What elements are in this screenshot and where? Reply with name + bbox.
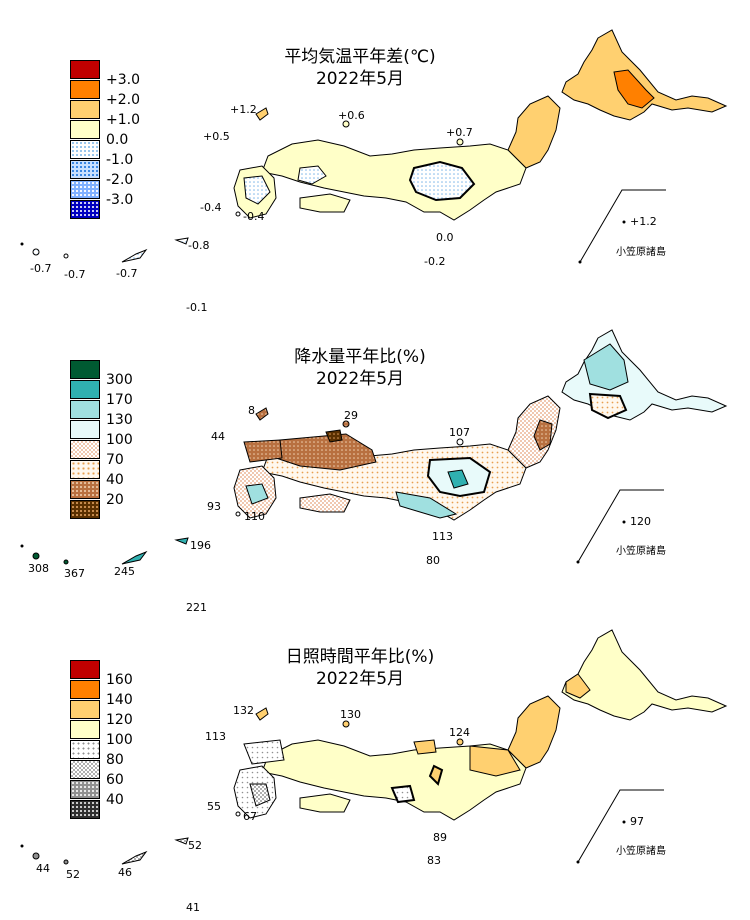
value-label: 80 bbox=[426, 554, 440, 567]
ogasawara-label: 小笠原諸島 bbox=[616, 846, 666, 857]
legend-swatch-5 bbox=[70, 740, 100, 759]
precipitation-ratio-panel: 降水量平年比(%) 2022年5月 300 170 130 100 70 40 … bbox=[0, 300, 750, 614]
legend-swatch-5 bbox=[70, 440, 100, 459]
legend-swatch-6 bbox=[70, 160, 100, 179]
legend-label: -2.0 bbox=[106, 172, 134, 188]
legend-label: 40 bbox=[106, 792, 124, 808]
legend-swatch-7 bbox=[70, 180, 100, 199]
value-label: 44 bbox=[211, 430, 225, 443]
value-label: 29 bbox=[344, 409, 358, 422]
legend-label: 100 bbox=[106, 732, 133, 748]
legend-label: 130 bbox=[106, 412, 133, 428]
legend-label: 70 bbox=[106, 452, 124, 468]
legend-swatch-1 bbox=[70, 360, 100, 379]
value-label: 367 bbox=[64, 567, 85, 580]
legend-swatch-4 bbox=[70, 420, 100, 439]
legend-swatch-7 bbox=[70, 780, 100, 799]
legend-swatch-4 bbox=[70, 720, 100, 739]
temperature-anomaly-panel: 平均気温平年差(℃) 2022年5月 +3.0 +2.0 +1.0 0.0 -1… bbox=[0, 0, 750, 314]
value-label: +0.5 bbox=[203, 130, 230, 143]
value-label: 196 bbox=[190, 539, 211, 552]
legend-label: 100 bbox=[106, 432, 133, 448]
legend-label: 300 bbox=[106, 372, 133, 388]
value-label: 8 bbox=[248, 404, 255, 417]
value-label: 93 bbox=[207, 500, 221, 513]
value-label: 52 bbox=[66, 868, 80, 881]
value-label: 221 bbox=[186, 601, 207, 614]
sunshine-ratio-panel: 日照時間平年比(%) 2022年5月 160 140 120 100 80 60… bbox=[0, 600, 750, 914]
panel-title: 日照時間平年比(%) 2022年5月 bbox=[285, 647, 435, 689]
legend-label: 20 bbox=[106, 492, 124, 508]
value-label: -0.7 bbox=[30, 262, 52, 275]
legend-swatch-7 bbox=[70, 480, 100, 499]
japan-map-precipitation bbox=[20, 329, 728, 565]
value-label: 55 bbox=[207, 800, 221, 813]
legend-label: +2.0 bbox=[106, 92, 140, 108]
value-label: 110 bbox=[244, 510, 265, 523]
legend-swatch-3 bbox=[70, 100, 100, 119]
legend-label: -3.0 bbox=[106, 192, 134, 208]
value-label: 245 bbox=[114, 565, 135, 578]
value-label: -0.7 bbox=[116, 267, 138, 280]
legend-swatch-6 bbox=[70, 760, 100, 779]
legend-swatch-3 bbox=[70, 700, 100, 719]
value-label: 308 bbox=[28, 562, 49, 575]
value-label: 89 bbox=[433, 831, 447, 844]
value-label: 52 bbox=[188, 839, 202, 852]
value-label: -0.4 bbox=[200, 201, 222, 214]
value-label: +1.2 bbox=[630, 215, 657, 228]
legend-label: 160 bbox=[106, 672, 133, 688]
ogasawara-label: 小笠原諸島 bbox=[616, 546, 666, 557]
legend-swatch-1 bbox=[70, 660, 100, 679]
legend-label: -1.0 bbox=[106, 152, 134, 168]
value-label: 83 bbox=[427, 854, 441, 867]
value-label: -0.2 bbox=[424, 255, 446, 268]
panel-title: 平均気温平年差(℃) 2022年5月 bbox=[284, 47, 436, 89]
legend-swatch-2 bbox=[70, 80, 100, 99]
value-label: 46 bbox=[118, 866, 132, 879]
value-label: 44 bbox=[36, 862, 50, 875]
value-label: +0.6 bbox=[338, 109, 365, 122]
value-label: 132 bbox=[233, 704, 254, 717]
value-label: 107 bbox=[449, 426, 470, 439]
legend-label: 40 bbox=[106, 472, 124, 488]
legend-label: 0.0 bbox=[106, 132, 129, 148]
value-label: -0.7 bbox=[64, 268, 86, 281]
value-label: 113 bbox=[205, 730, 226, 743]
legend-swatch-8 bbox=[70, 500, 100, 519]
legend-swatch-6 bbox=[70, 460, 100, 479]
legend-swatch-2 bbox=[70, 680, 100, 699]
legend-label: 140 bbox=[106, 692, 133, 708]
panel-title: 降水量平年比(%) 2022年5月 bbox=[294, 347, 426, 389]
value-label: 130 bbox=[340, 708, 361, 721]
value-label: -0.1 bbox=[186, 301, 208, 314]
legend-label: +3.0 bbox=[106, 72, 140, 88]
legend-swatch-8 bbox=[70, 800, 100, 819]
value-label: +0.7 bbox=[446, 126, 473, 139]
value-label: 0.0 bbox=[436, 231, 454, 244]
legend-swatch-1 bbox=[70, 60, 100, 79]
legend-label: 60 bbox=[106, 772, 124, 788]
legend-label: 80 bbox=[106, 752, 124, 768]
legend-swatch-3 bbox=[70, 400, 100, 419]
value-label: +1.2 bbox=[230, 103, 257, 116]
value-label: 67 bbox=[243, 810, 257, 823]
ogasawara-label: 小笠原諸島 bbox=[616, 247, 666, 258]
value-label: 41 bbox=[186, 901, 200, 914]
legend-swatch-4 bbox=[70, 120, 100, 139]
legend-label: 120 bbox=[106, 712, 133, 728]
value-label: 113 bbox=[432, 530, 453, 543]
legend-swatch-2 bbox=[70, 380, 100, 399]
legend-swatch-5 bbox=[70, 140, 100, 159]
value-label: 124 bbox=[449, 726, 470, 739]
value-label: -0.4 bbox=[243, 210, 265, 223]
legend-label: +1.0 bbox=[106, 112, 140, 128]
legend-label: 170 bbox=[106, 392, 133, 408]
value-label: 120 bbox=[630, 515, 651, 528]
japan-map-temperature bbox=[20, 29, 728, 264]
japan-map-sunshine bbox=[20, 629, 728, 865]
legend-swatch-8 bbox=[70, 200, 100, 219]
value-label: 97 bbox=[630, 815, 644, 828]
value-label: -0.8 bbox=[188, 239, 210, 252]
